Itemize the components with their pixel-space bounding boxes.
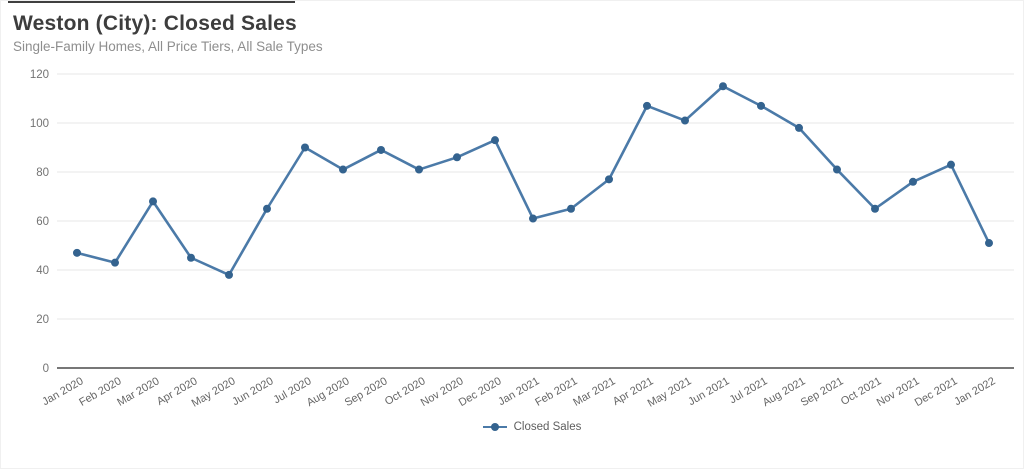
x-axis-tick-label: Aug 2020 xyxy=(305,375,352,409)
data-point-marker[interactable] xyxy=(377,145,385,154)
chart-subtitle: Single-Family Homes, All Price Tiers, Al… xyxy=(13,39,323,54)
y-axis-tick-label: 40 xyxy=(36,265,49,277)
data-point-marker[interactable] xyxy=(605,175,613,184)
x-axis-tick-label: Mar 2021 xyxy=(571,375,617,409)
series-line xyxy=(75,84,991,277)
x-axis-tick-label: Mar 2020 xyxy=(115,375,161,409)
chart-legend: Closed Sales xyxy=(0,421,1024,433)
data-point-marker[interactable] xyxy=(681,116,689,125)
y-axis-tick-label: 0 xyxy=(43,363,49,375)
x-axis-tick-label: Dec 2021 xyxy=(913,375,960,409)
data-point-marker[interactable] xyxy=(719,82,727,91)
data-point-marker[interactable] xyxy=(263,204,271,213)
x-axis-tick-label: Sep 2020 xyxy=(343,375,390,409)
data-point-marker[interactable] xyxy=(415,165,423,174)
x-axis-tick-label: Nov 2021 xyxy=(875,375,922,409)
data-point-marker[interactable] xyxy=(149,197,157,206)
legend-label: Closed Sales xyxy=(513,421,582,433)
y-axis-tick-label: 20 xyxy=(36,314,49,326)
x-axis-tick-label: Feb 2020 xyxy=(77,375,123,409)
data-point-marker[interactable] xyxy=(757,101,765,110)
y-axis-tick-label: 60 xyxy=(36,216,49,228)
x-axis-tick-label: May 2021 xyxy=(646,375,694,410)
y-axis-tick-label: 120 xyxy=(30,69,49,81)
data-point-marker[interactable] xyxy=(73,248,81,257)
data-point-marker[interactable] xyxy=(187,253,195,262)
x-axis-tick-label: Jun 2020 xyxy=(230,375,275,408)
data-point-marker[interactable] xyxy=(833,165,841,174)
legend-item-closed-sales[interactable]: Closed Sales xyxy=(443,421,582,433)
x-axis-tick-label: Jan 2022 xyxy=(952,375,997,408)
x-axis-tick-label: May 2020 xyxy=(190,375,238,410)
data-point-marker[interactable] xyxy=(985,239,993,248)
data-point-marker[interactable] xyxy=(225,270,233,279)
legend-line-marker-icon xyxy=(482,423,507,432)
data-point-marker[interactable] xyxy=(529,214,537,223)
data-point-marker[interactable] xyxy=(301,143,309,152)
x-axis-tick-label: Aug 2021 xyxy=(761,375,808,409)
x-axis-tick-label: Sep 2021 xyxy=(799,375,846,409)
x-axis-tick-label: Jun 2021 xyxy=(686,375,731,408)
data-point-marker[interactable] xyxy=(947,160,955,169)
data-point-marker[interactable] xyxy=(491,136,499,145)
y-axis-tick-label: 80 xyxy=(36,167,49,179)
x-axis-tick-label: Feb 2021 xyxy=(533,375,579,409)
x-axis-tick-label: Nov 2020 xyxy=(419,375,466,409)
data-point-marker[interactable] xyxy=(643,101,651,110)
chart-title: Weston (City): Closed Sales xyxy=(13,12,297,35)
x-axis-tick-label: Dec 2020 xyxy=(457,375,504,409)
x-axis-tick-label: Jan 2020 xyxy=(40,375,85,408)
top-accent-line xyxy=(8,1,295,3)
data-point-marker[interactable] xyxy=(111,258,119,267)
data-point-marker[interactable] xyxy=(795,123,803,132)
data-point-marker[interactable] xyxy=(871,204,879,213)
data-point-marker[interactable] xyxy=(339,165,347,174)
x-axis-tick-label: Jan 2021 xyxy=(496,375,541,408)
data-point-marker[interactable] xyxy=(453,153,461,162)
y-axis-tick-label: 100 xyxy=(30,118,49,130)
data-point-marker[interactable] xyxy=(909,177,917,186)
data-point-marker[interactable] xyxy=(567,204,575,213)
